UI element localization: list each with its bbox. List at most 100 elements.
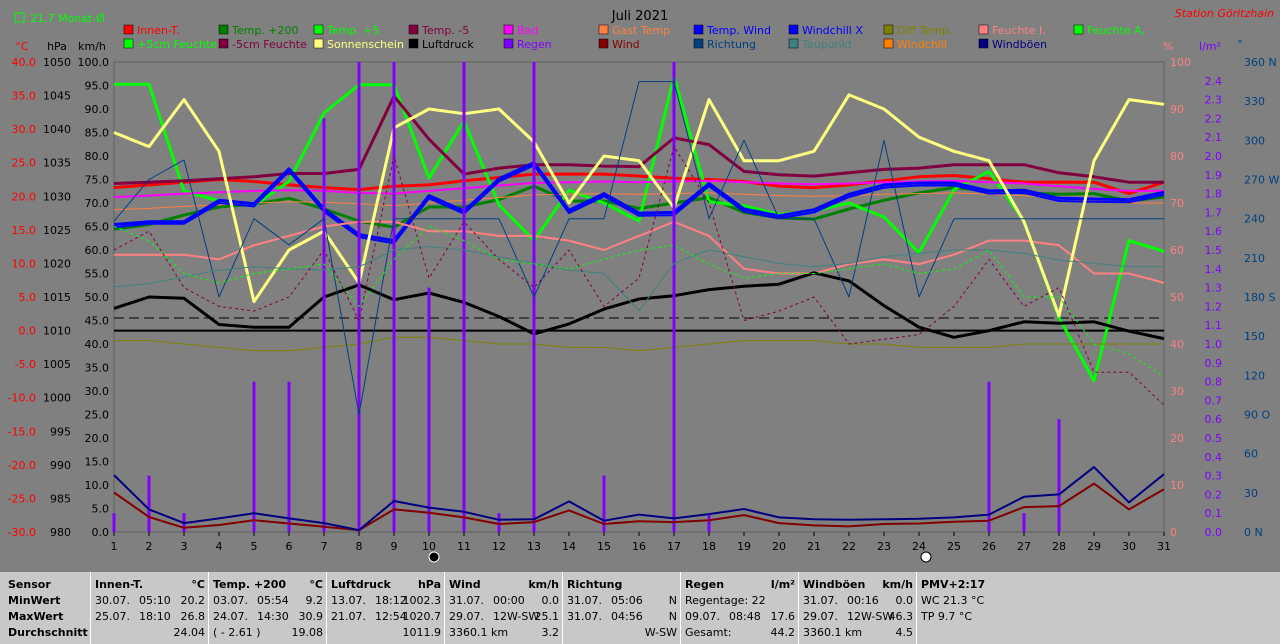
stats-value: 1002.3 [402, 594, 442, 607]
legend-swatch [123, 38, 134, 49]
stats-title: PMV+2:17 [921, 578, 986, 591]
x-tick-label: 29 [1087, 540, 1101, 553]
stats-row: 1011.9 [331, 626, 442, 640]
rain-tick-label: 2.1 [1205, 131, 1223, 144]
rain-tick-label: 2.0 [1205, 150, 1223, 163]
stats-value: 26.8 [180, 610, 206, 623]
stats-block: Temp. +200 °C 03.07. 05:54 9.2 24.07. 14:30 30.… [208, 572, 327, 644]
monthly-mean-label: 21.7 Monat-Ø [30, 12, 105, 25]
x-tick-label: 23 [877, 540, 891, 553]
stats-value: 17.6 [770, 610, 796, 623]
stats-value: 4.5 [895, 626, 914, 639]
x-tick-label: 20 [772, 540, 786, 553]
percent-tick-label: 20 [1170, 432, 1184, 445]
hpa-tick-label: 1030 [43, 190, 71, 203]
stats-unit: °C [309, 578, 323, 591]
stats-date: 29.07. [803, 610, 838, 623]
mean-checkbox[interactable] [14, 12, 25, 23]
x-tick-label: 10 [422, 540, 436, 553]
stats-value: 44.2 [770, 626, 796, 639]
hpa-tick-label: 1015 [43, 291, 71, 304]
stats-row: 31.07. 05:06 N [567, 594, 677, 608]
statistics-panel: Sensor MinWert MaxWert Durchschnitt Inne… [0, 572, 1280, 644]
legend-label: Luftdruck [422, 38, 474, 51]
percent-tick-label: 30 [1170, 385, 1184, 398]
stats-time: 18:12 [375, 594, 407, 607]
series-line-diff-temp- [114, 336, 1164, 352]
stats-row: 09.07. 08:48 17.6 [685, 610, 795, 624]
hpa-tick-label: 1020 [43, 257, 71, 270]
kmh-tick-label: 60.0 [85, 244, 110, 257]
kmh-tick-label: 75.0 [85, 174, 110, 187]
series-line-windb-en [113, 466, 1165, 532]
legend-label: Diff Temp. [897, 24, 952, 37]
legend-swatch [883, 24, 894, 35]
percent-unit: % [1163, 40, 1173, 53]
kmh-tick-label: 15.0 [85, 456, 110, 469]
stats-value: 1011.9 [402, 626, 442, 639]
rain-tick-label: 1.1 [1205, 319, 1223, 332]
celsius-tick-label: 0.0 [19, 325, 37, 338]
stats-row: 29.07. 12W-SW 46.3 [803, 610, 913, 624]
legend-swatch [408, 24, 419, 35]
stats-header: Richtung [567, 578, 677, 592]
stats-date: Regentage: 22 [685, 594, 766, 607]
stats-row: Regentage: 22 [685, 594, 795, 608]
full-moon-icon [920, 551, 932, 563]
station-name: Station Göritzhain [1175, 7, 1274, 20]
legend-swatch [978, 38, 989, 49]
x-tick-label: 8 [356, 540, 363, 553]
legend-swatch [883, 38, 894, 49]
x-tick-label: 2 [146, 540, 153, 553]
stats-date: WC 21.3 °C [921, 594, 985, 607]
stats-date: 03.07. [213, 594, 248, 607]
x-tick-label: 1 [111, 540, 118, 553]
kmh-tick-label: 65.0 [85, 221, 110, 234]
stats-block: Richtung 31.07. 05:06 N 31.07. 04:56 N W-SW [562, 572, 681, 644]
stats-row: WC 21.3 °C [921, 594, 1043, 608]
legend-swatch [693, 24, 704, 35]
direction-tick-label: 240 [1244, 213, 1265, 226]
stats-time: 05:54 [257, 594, 289, 607]
direction-tick-label: 150 [1244, 330, 1265, 343]
stats-value: 20.2 [180, 594, 206, 607]
stats-time: 04:56 [611, 610, 643, 623]
x-tick-label: 19 [737, 540, 751, 553]
direction-tick-label: 330 [1244, 95, 1265, 108]
direction-tick-label: 0 N [1244, 526, 1263, 539]
direction-tick-label: 300 [1244, 134, 1265, 147]
kmh-unit: km/h [78, 40, 106, 53]
rain-tick-label: 1.0 [1205, 338, 1223, 351]
celsius-tick-label: 20.0 [12, 190, 37, 203]
stats-label-min: MinWert [8, 594, 61, 607]
series-line-temp-5 [113, 94, 1164, 185]
stats-row: ( - 2.61 ) 19.08 [213, 626, 323, 640]
legend-label: +5cm Feuchte [137, 38, 217, 51]
rain-tick-label: 0.1 [1205, 507, 1223, 520]
stats-title: Wind [449, 578, 481, 591]
stats-title: Regen [685, 578, 725, 591]
stats-date: TP 9.7 °C [921, 610, 973, 623]
direction-tick-label: 210 [1244, 252, 1265, 265]
stats-row: Gesamt: 44.2 [685, 626, 795, 640]
series-line-feuchte-i- [114, 220, 1165, 284]
legend-swatch [218, 38, 229, 49]
hpa-tick-label: 995 [50, 425, 71, 438]
stats-time: 08:48 [729, 610, 761, 623]
percent-tick-label: 0 [1170, 526, 1177, 539]
celsius-tick-label: 35.0 [12, 90, 37, 103]
x-tick-label: 25 [947, 540, 961, 553]
x-tick-label: 18 [702, 540, 716, 553]
legend-swatch [788, 24, 799, 35]
legend-swatch [978, 24, 989, 35]
legend-label: Feuchte A. [1087, 24, 1145, 37]
stats-title: Richtung [567, 578, 623, 591]
legend-swatch [598, 24, 609, 35]
legend-label: Innen-T. [137, 24, 180, 37]
legend-label: Taupunkt [801, 38, 853, 51]
stats-date: Gesamt: [685, 626, 732, 639]
legend-swatch [313, 24, 324, 35]
rain-tick-label: 2.4 [1205, 75, 1223, 88]
legend-swatch [693, 38, 704, 49]
legend-label: Temp. +200 [231, 24, 299, 37]
